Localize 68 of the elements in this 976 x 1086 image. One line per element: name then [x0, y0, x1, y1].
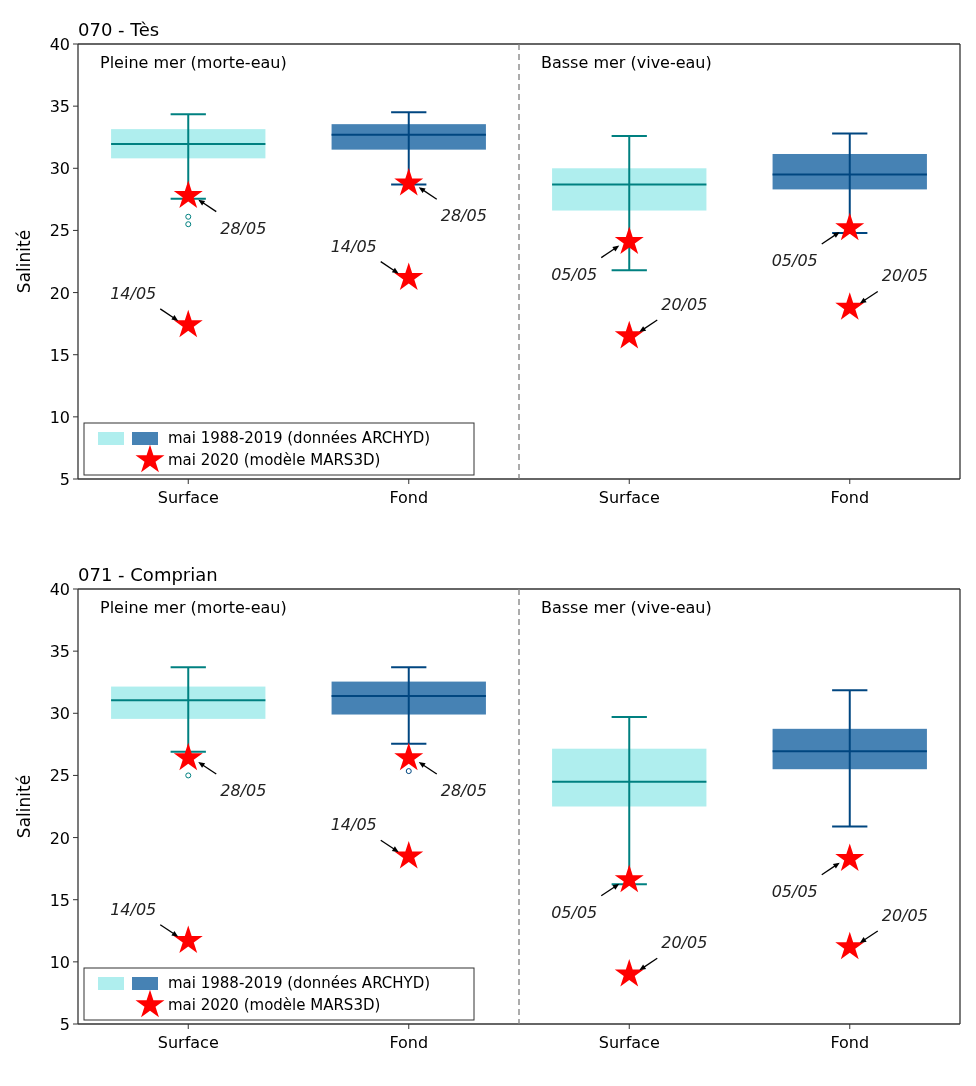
point: [614, 959, 644, 987]
point: [173, 180, 203, 208]
y-axis-title: Salinité: [14, 774, 34, 839]
annotation: Basse mer (vive-eau): [541, 598, 712, 617]
point: [835, 292, 865, 320]
annotation: 05/05: [771, 250, 818, 270]
point: [835, 931, 865, 960]
legend-label: mai 2020 (modèle MARS3D): [168, 451, 381, 469]
point: [173, 925, 203, 954]
x-tick-label: Surface: [598, 1033, 660, 1052]
point: [394, 262, 424, 290]
y-tick-label: 10: [49, 407, 70, 427]
point: [173, 742, 203, 771]
x-tick-label: Surface: [157, 1033, 219, 1052]
point: [394, 167, 424, 196]
y-tick-label: 30: [49, 704, 70, 724]
chart-title: 071 - Comprian: [78, 564, 218, 585]
annotation: 14/05: [330, 815, 377, 835]
annotation: 14/05: [110, 283, 157, 303]
annotation: Pleine mer (morte-eau): [100, 53, 287, 72]
annotation: 05/05: [771, 881, 818, 901]
y-tick-label: 5: [59, 1015, 70, 1034]
y-tick-label: 20: [49, 283, 70, 303]
point: [614, 864, 644, 893]
point: [394, 841, 424, 869]
point: [835, 843, 865, 872]
y-tick-label: 10: [49, 952, 70, 972]
y-tick-label: 20: [49, 828, 70, 848]
legend-label: mai 1988-2019 (données ARCHYD): [168, 429, 431, 447]
point: [614, 320, 644, 349]
annotation: 20/05: [661, 295, 708, 315]
legend-label: mai 2020 (modèle MARS3D): [168, 996, 381, 1014]
y-tick-label: 40: [49, 580, 70, 599]
annotation: 14/05: [330, 236, 377, 256]
x-tick-label: Surface: [598, 488, 660, 507]
x-tick-label: Fond: [389, 1033, 429, 1052]
annotation: Basse mer (vive-eau): [541, 53, 712, 72]
annotation: 05/05: [551, 264, 598, 284]
point: [394, 742, 424, 771]
point: [835, 212, 865, 241]
chart-title: 070 - Tès: [78, 19, 160, 40]
y-tick-label: 15: [49, 890, 70, 910]
annotation: 28/05: [440, 781, 487, 801]
point: [173, 309, 203, 338]
annotation: 20/05: [881, 905, 928, 925]
y-tick-label: 5: [59, 470, 70, 489]
annotation: Pleine mer (morte-eau): [100, 598, 287, 617]
y-tick-label: 15: [49, 345, 70, 365]
y-tick-label: 25: [49, 766, 70, 786]
legend-label: mai 1988-2019 (données ARCHYD): [168, 974, 431, 992]
annotation: 28/05: [220, 218, 267, 238]
x-tick-label: Fond: [830, 488, 870, 507]
annotation: 05/05: [551, 902, 598, 922]
x-tick-label: Fond: [830, 1033, 870, 1052]
annotation: 28/05: [440, 206, 487, 226]
point: [614, 226, 644, 254]
annotation: 20/05: [881, 266, 928, 286]
annotation: 20/05: [661, 933, 708, 953]
annotation: 28/05: [220, 781, 267, 801]
y-tick-label: 35: [49, 97, 70, 117]
y-axis-title: Salinité: [14, 229, 34, 294]
y-tick-label: 40: [49, 35, 70, 54]
y-tick-label: 35: [49, 642, 70, 662]
y-tick-label: 25: [49, 221, 70, 241]
x-tick-label: Fond: [389, 488, 429, 507]
annotation: 14/05: [110, 899, 157, 919]
x-tick-label: Surface: [157, 488, 219, 507]
y-tick-label: 30: [49, 159, 70, 179]
